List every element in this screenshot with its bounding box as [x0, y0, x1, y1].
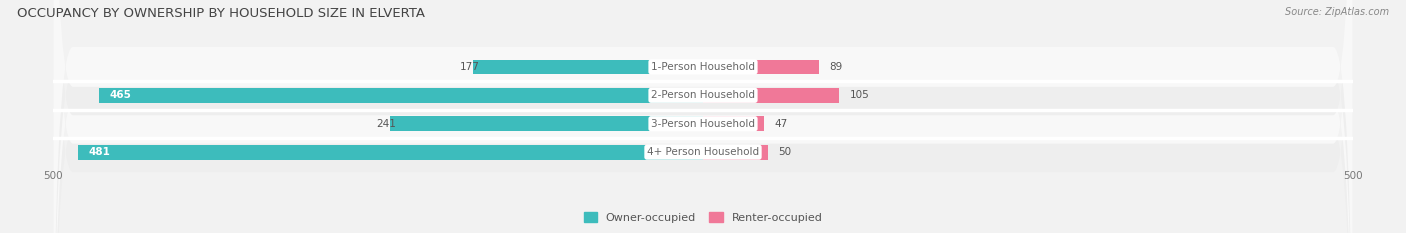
Bar	[98, 88, 703, 103]
Text: Source: ZipAtlas.com: Source: ZipAtlas.com	[1285, 7, 1389, 17]
Bar	[472, 59, 703, 74]
Text: 2-Person Household: 2-Person Household	[651, 90, 755, 100]
Text: 177: 177	[460, 62, 479, 72]
Text: 241: 241	[377, 119, 396, 129]
Legend: Owner-occupied, Renter-occupied: Owner-occupied, Renter-occupied	[583, 212, 823, 223]
Text: OCCUPANCY BY OWNERSHIP BY HOUSEHOLD SIZE IN ELVERTA: OCCUPANCY BY OWNERSHIP BY HOUSEHOLD SIZE…	[17, 7, 425, 20]
Text: 50: 50	[779, 147, 792, 157]
Bar	[703, 145, 768, 160]
Text: 47: 47	[775, 119, 787, 129]
Text: 481: 481	[89, 147, 111, 157]
Text: 4+ Person Household: 4+ Person Household	[647, 147, 759, 157]
Bar	[79, 145, 703, 160]
FancyBboxPatch shape	[53, 0, 1353, 233]
Bar	[389, 116, 703, 131]
Text: 3-Person Household: 3-Person Household	[651, 119, 755, 129]
Text: 1-Person Household: 1-Person Household	[651, 62, 755, 72]
Text: 105: 105	[849, 90, 869, 100]
FancyBboxPatch shape	[53, 0, 1353, 233]
FancyBboxPatch shape	[53, 0, 1353, 233]
Bar	[703, 88, 839, 103]
Bar	[703, 59, 818, 74]
FancyBboxPatch shape	[53, 0, 1353, 233]
Bar	[703, 116, 763, 131]
Text: 89: 89	[830, 62, 842, 72]
Text: 465: 465	[110, 90, 131, 100]
